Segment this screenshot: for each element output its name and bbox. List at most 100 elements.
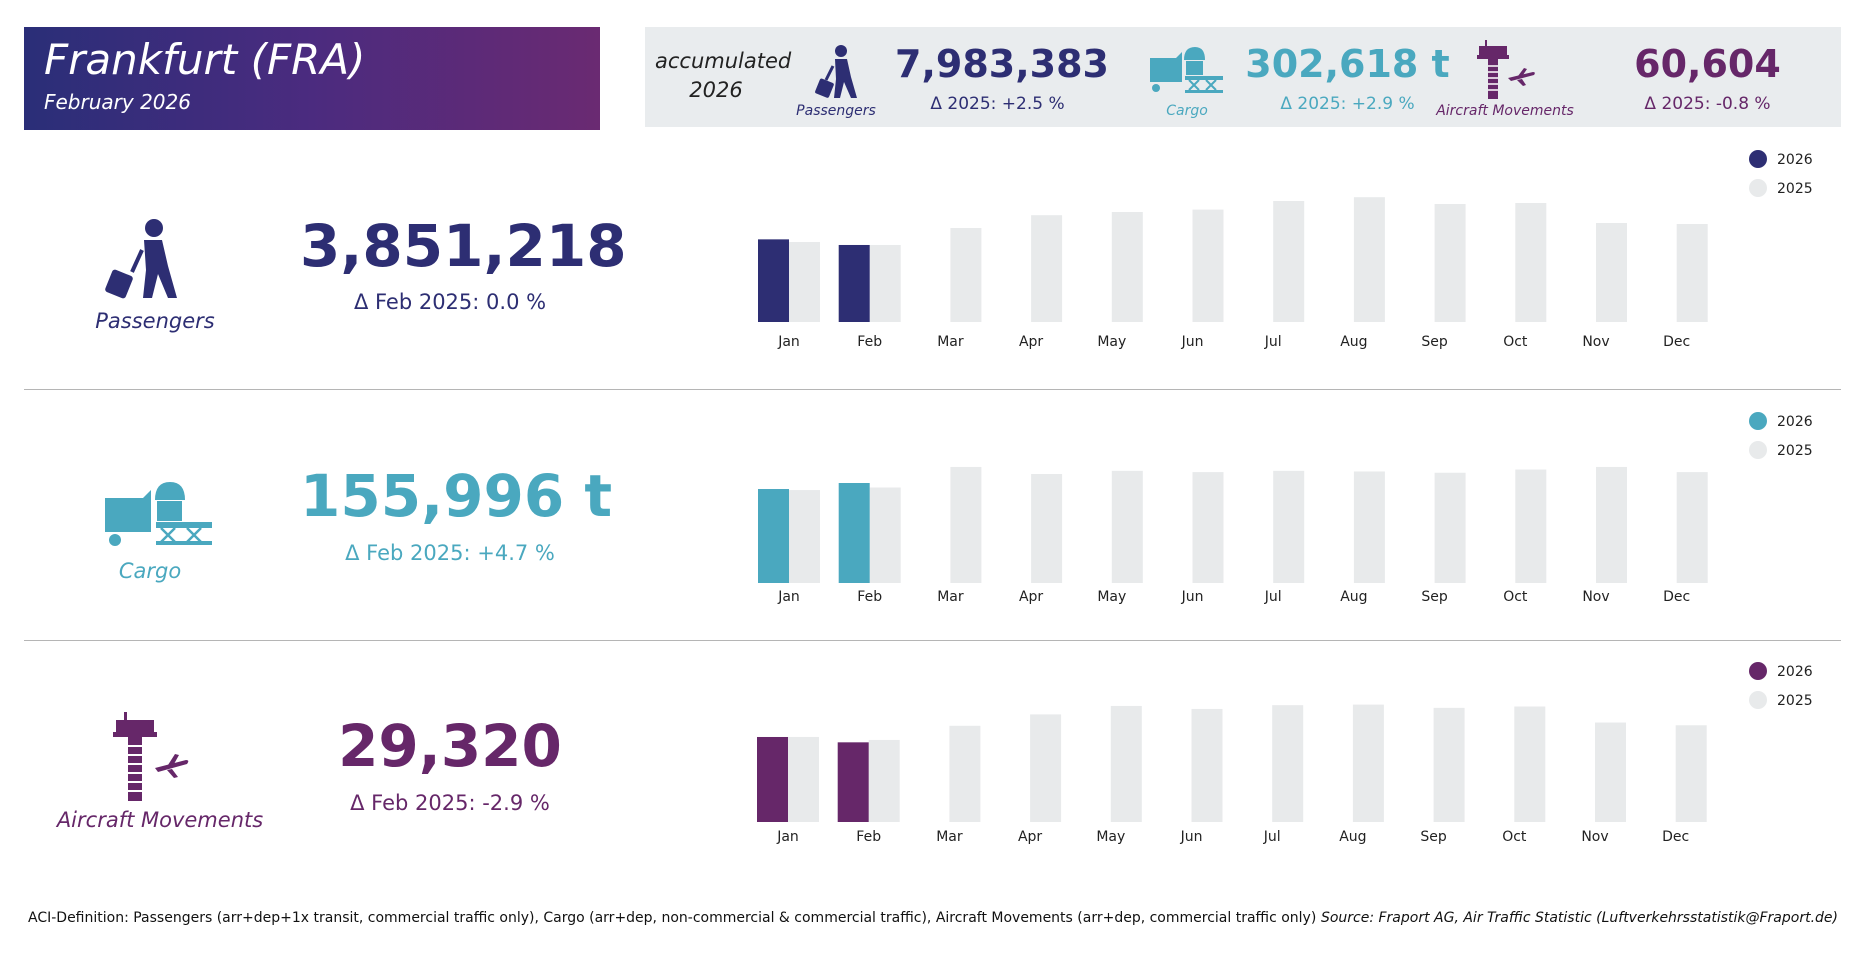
- bar-2025-oct: [1515, 469, 1547, 583]
- acc-passengers-value: 7,983,383: [895, 42, 1109, 86]
- passengers-month-delta: Δ Feb 2025: 0.0 %: [353, 290, 547, 314]
- bar-2025-jul: [1273, 470, 1305, 583]
- movements-section-icon: [113, 712, 189, 801]
- x-tick-label: Apr: [1019, 589, 1043, 605]
- legend-swatch-2026: [1749, 412, 1767, 430]
- bar-2025-jul: [1272, 705, 1304, 822]
- acc-movements-caption: Aircraft Movements: [1436, 103, 1574, 119]
- bar-2025-may: [1111, 470, 1143, 583]
- bar-2026-feb: [838, 483, 870, 583]
- x-tick-label: Jul: [1264, 589, 1282, 605]
- acc-cargo-caption: Cargo: [1166, 103, 1208, 119]
- bar-2025-apr: [1030, 714, 1062, 822]
- x-tick-label: Jun: [1181, 589, 1204, 605]
- bar-2026-jan: [758, 489, 789, 583]
- x-tick-label: Nov: [1582, 334, 1609, 350]
- accumulated-label-line1: accumulated: [655, 49, 792, 73]
- x-tick-label: May: [1097, 334, 1126, 350]
- bar-2026-feb: [838, 244, 870, 322]
- x-tick-label: Feb: [857, 589, 882, 605]
- bar-2025-dec: [1675, 725, 1707, 822]
- acc-cargo-value: 302,618 t: [1245, 42, 1450, 86]
- passengers-chart: Jan Feb Mar Apr May Jun Jul Aug Sep Oct Nov Dec 2026…: [758, 150, 1813, 350]
- legend-label-2025: 2025: [1777, 443, 1813, 459]
- x-tick-label: Oct: [1503, 334, 1528, 350]
- bar-2025-jan: [789, 242, 820, 322]
- cargo-month-delta: Δ Feb 2025: +4.7 %: [345, 541, 555, 565]
- bar-2025-jan: [788, 736, 819, 822]
- x-tick-label: Jul: [1263, 829, 1281, 845]
- acc-movements-delta: Δ 2025: -0.8 %: [1644, 94, 1771, 114]
- legend-label-2026: 2026: [1777, 152, 1813, 168]
- bar-2025-sep: [1433, 707, 1465, 822]
- legend-swatch-2025: [1749, 441, 1767, 459]
- x-tick-label: Jan: [777, 334, 800, 350]
- bar-2025-apr: [1031, 215, 1063, 322]
- bar-2025-nov: [1596, 223, 1627, 322]
- legend-label-2025: 2025: [1777, 181, 1813, 197]
- acc-cargo-delta: Δ 2025: +2.9 %: [1280, 94, 1415, 114]
- x-tick-label: Mar: [936, 829, 963, 845]
- x-tick-label: May: [1097, 589, 1126, 605]
- passengers-section-icon: [105, 219, 177, 299]
- x-tick-label: Jun: [1180, 829, 1203, 845]
- x-tick-label: Feb: [856, 829, 881, 845]
- section-divider: [24, 389, 1841, 390]
- control-tower-icon: [1477, 40, 1535, 99]
- accumulated-panel: accumulated 2026 Passengers 7,983,383 Δ …: [645, 27, 1841, 127]
- passengers-month-value: 3,851,218: [300, 212, 627, 280]
- aci-definition-note: ACI-Definition: Passengers (arr+dep+1x t…: [28, 910, 1317, 926]
- bar-2025-sep: [1434, 204, 1466, 322]
- x-tick-label: Mar: [937, 334, 964, 350]
- x-tick-label: Nov: [1581, 829, 1608, 845]
- title-banner: Frankfurt (FRA) February 2026: [24, 27, 600, 130]
- bar-2025-apr: [1031, 474, 1063, 583]
- legend-label-2026: 2026: [1777, 664, 1813, 680]
- movements-month-delta: Δ Feb 2025: -2.9 %: [350, 791, 550, 815]
- bar-2025-feb: [868, 739, 900, 822]
- cargo-section-icon: [105, 482, 212, 546]
- x-tick-label: Jun: [1181, 334, 1204, 350]
- bar-2025-mar: [949, 725, 981, 822]
- bar-2025-nov: [1595, 722, 1626, 822]
- x-tick-label: Jan: [776, 829, 799, 845]
- x-tick-label: Feb: [857, 334, 882, 350]
- legend-swatch-2025: [1749, 691, 1767, 709]
- bar-2025-dec: [1676, 472, 1708, 583]
- movements-month-value: 29,320: [338, 712, 562, 780]
- accumulated-label-line2: 2026: [689, 78, 743, 102]
- bar-2025-feb: [869, 487, 901, 583]
- legend-swatch-2025: [1749, 179, 1767, 197]
- bar-2025-mar: [950, 466, 982, 583]
- bar-2025-jun: [1192, 209, 1224, 322]
- bar-2025-mar: [950, 228, 982, 322]
- cargo-section-caption: Cargo: [118, 559, 182, 583]
- passengers-section-caption: Passengers: [95, 309, 215, 333]
- bar-2025-oct: [1515, 203, 1547, 322]
- x-tick-label: Nov: [1582, 589, 1609, 605]
- x-tick-label: Oct: [1502, 829, 1527, 845]
- bar-2025-aug: [1353, 471, 1385, 583]
- x-tick-label: Dec: [1662, 829, 1689, 845]
- source-note: Source: Fraport AG, Air Traffic Statisti…: [1320, 910, 1838, 926]
- page-subtitle: February 2026: [44, 90, 191, 114]
- x-tick-label: Jan: [777, 589, 800, 605]
- acc-passengers-caption: Passengers: [796, 103, 876, 119]
- passenger-icon: [815, 45, 857, 98]
- legend-label-2026: 2026: [1777, 414, 1813, 430]
- legend-swatch-2026: [1749, 662, 1767, 680]
- bar-2025-nov: [1596, 466, 1627, 583]
- x-tick-label: Oct: [1503, 589, 1528, 605]
- x-tick-label: May: [1096, 829, 1125, 845]
- bar-2025-may: [1111, 212, 1143, 322]
- x-tick-label: Aug: [1340, 334, 1367, 350]
- acc-passengers-delta: Δ 2025: +2.5 %: [930, 94, 1065, 114]
- x-tick-label: Apr: [1018, 829, 1042, 845]
- bar-2025-dec: [1676, 224, 1708, 322]
- movements-chart: Jan Feb Mar Apr May Jun Jul Aug Sep Oct Nov Dec 2026…: [757, 662, 1813, 845]
- bar-2025-jul: [1273, 201, 1305, 322]
- bar-2025-jan: [789, 490, 820, 583]
- bar-2025-jun: [1191, 708, 1223, 822]
- x-tick-label: Jul: [1264, 334, 1282, 350]
- x-tick-label: Sep: [1421, 334, 1448, 350]
